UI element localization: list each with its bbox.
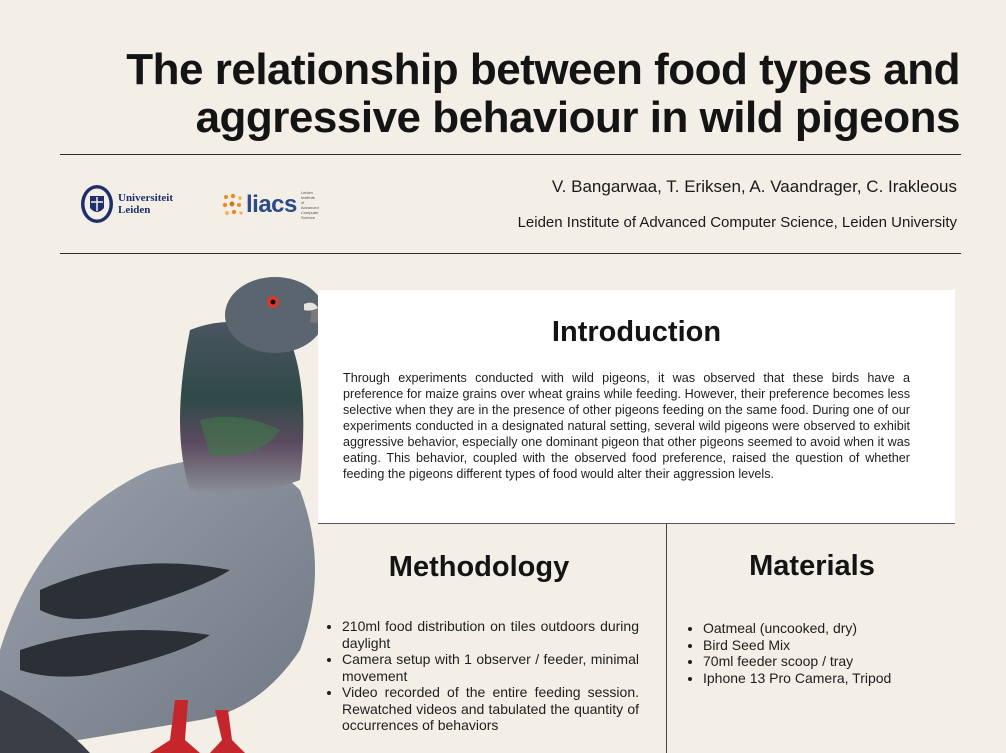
list-item: Bird Seed Mix bbox=[703, 637, 963, 654]
list-item: 210ml food distribution on tiles outdoor… bbox=[342, 618, 639, 651]
authors: V. Bangarwaa, T. Eriksen, A. Vaandrager,… bbox=[551, 177, 957, 196]
introduction-panel: Introduction Through experiments conduct… bbox=[318, 290, 955, 524]
header-divider-bottom bbox=[60, 253, 961, 254]
header-divider-top bbox=[60, 154, 961, 155]
list-item: Iphone 13 Pro Camera, Tripod bbox=[703, 670, 963, 687]
liacs-dots-icon bbox=[222, 193, 243, 215]
liacs-subtitle: Leiden Institute of Advanced Computer Sc… bbox=[300, 190, 319, 220]
materials-list: Oatmeal (uncooked, dry) Bird Seed Mix 70… bbox=[685, 620, 963, 686]
leiden-university-logo: Universiteit Leiden bbox=[80, 184, 173, 224]
methodology-heading: Methodology bbox=[388, 551, 570, 583]
list-item: Camera setup with 1 observer / feeder, m… bbox=[342, 651, 639, 684]
affiliation: Leiden Institute of Advanced Computer Sc… bbox=[517, 214, 957, 231]
leiden-seal-icon bbox=[81, 185, 113, 223]
pigeon-image bbox=[0, 277, 340, 753]
list-item: Oatmeal (uncooked, dry) bbox=[703, 620, 963, 637]
column-divider bbox=[666, 523, 667, 753]
introduction-heading: Introduction bbox=[551, 316, 722, 348]
leiden-logo-line2: Leiden bbox=[118, 204, 151, 216]
liacs-wordmark: liacs bbox=[246, 191, 297, 218]
list-item: Video recorded of the entire feeding ses… bbox=[342, 684, 639, 734]
poster-title: The relationship between food types and … bbox=[126, 45, 960, 142]
materials-heading: Materials bbox=[749, 550, 875, 582]
methodology-list: 210ml food distribution on tiles outdoor… bbox=[324, 618, 639, 734]
leiden-logo-line1: Universiteit bbox=[118, 192, 173, 204]
list-item: 70ml feeder scoop / tray bbox=[703, 653, 963, 670]
introduction-body: Through experiments conducted with wild … bbox=[343, 371, 910, 481]
liacs-logo: liacs Leiden Institute of Advanced Compu… bbox=[222, 190, 319, 220]
